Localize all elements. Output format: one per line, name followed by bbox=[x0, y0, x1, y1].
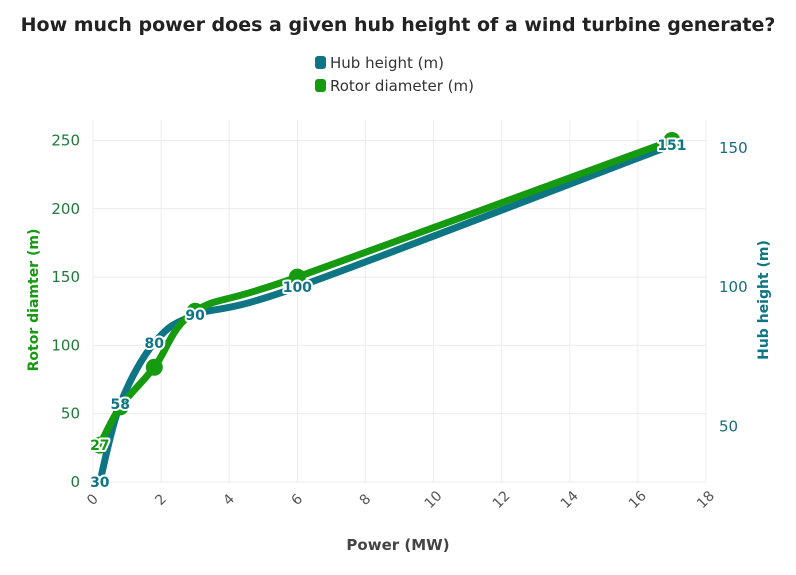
x-axis-title: Power (MW) bbox=[346, 536, 449, 554]
x-tick-label: 2 bbox=[152, 491, 170, 509]
x-tick-label: 6 bbox=[289, 491, 307, 509]
data-label-hub-height: 58 bbox=[111, 397, 130, 413]
rotor-diameter-point[interactable] bbox=[186, 302, 204, 320]
series-line-rotor-diameter bbox=[96, 136, 676, 449]
y-left-tick-label: 50 bbox=[61, 405, 80, 423]
legend-swatch-rotor-diameter bbox=[315, 79, 326, 92]
grid bbox=[92, 120, 707, 483]
data-label-hub-height: 100 bbox=[283, 280, 312, 296]
legend-item-hub-height[interactable]: Hub height (m) bbox=[315, 54, 444, 72]
data-label-hub-height: 151 bbox=[657, 138, 686, 154]
x-tick-label: 4 bbox=[220, 491, 238, 509]
legend-item-rotor-diameter[interactable]: Rotor diameter (m) bbox=[315, 77, 474, 95]
legend-swatch-hub-height bbox=[315, 56, 326, 69]
data-label-hub-height: 80 bbox=[145, 336, 165, 352]
y-left-tick-label: 100 bbox=[51, 336, 80, 354]
legend-label-rotor-diameter: Rotor diameter (m) bbox=[330, 77, 474, 95]
series-markers bbox=[91, 131, 681, 454]
y-right-tick-label: 50 bbox=[719, 417, 738, 435]
y-left-tick-label: 150 bbox=[51, 268, 80, 286]
data-labels: 30 58 80 90 100 151 27 bbox=[88, 136, 688, 493]
y-axis-right-title: Hub height (m) bbox=[756, 240, 772, 360]
y-right-tick-label: 100 bbox=[719, 278, 748, 296]
x-tick-label: 16 bbox=[626, 488, 650, 512]
data-label-rotor-diameter: 27 bbox=[90, 438, 109, 454]
rotor-diameter-point[interactable] bbox=[663, 131, 681, 149]
rotor-diameter-point[interactable] bbox=[91, 436, 109, 454]
y-left-tick-label: 250 bbox=[51, 131, 80, 149]
y-right-tick-label: 150 bbox=[719, 139, 748, 157]
x-tick-label: 10 bbox=[422, 488, 446, 512]
y-left-tick-label: 0 bbox=[70, 473, 80, 491]
x-tick-label: 8 bbox=[357, 491, 375, 509]
axis-ticks: 0 2 4 6 8 10 12 14 16 18 0 50 100 150 200 250 50 100 150 bbox=[51, 131, 747, 511]
x-tick-label: 12 bbox=[490, 488, 514, 512]
rotor-diameter-point[interactable] bbox=[288, 268, 306, 286]
data-label-hub-height: 30 bbox=[90, 475, 110, 491]
chart-title: How much power does a given hub height o… bbox=[21, 14, 776, 36]
x-tick-label: 0 bbox=[84, 491, 102, 509]
rotor-diameter-point[interactable] bbox=[145, 358, 163, 376]
y-axis-left-title: Rotor diamter (m) bbox=[26, 229, 42, 372]
legend-label-hub-height: Hub height (m) bbox=[330, 54, 444, 72]
legend[interactable]: Hub height (m) Rotor diameter (m) bbox=[315, 54, 474, 95]
x-tick-label: 18 bbox=[694, 488, 718, 512]
y-left-tick-label: 200 bbox=[51, 200, 80, 218]
x-tick-label: 14 bbox=[558, 488, 582, 512]
rotor-diameter-point[interactable] bbox=[111, 398, 129, 416]
data-label-hub-height: 90 bbox=[185, 308, 205, 324]
